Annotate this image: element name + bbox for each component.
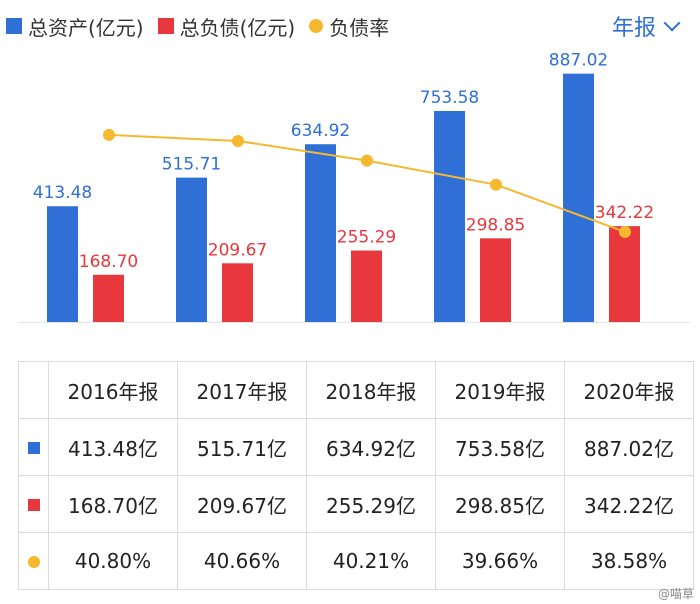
ratio-point xyxy=(619,225,631,238)
table-cell: 40.66% xyxy=(177,532,307,590)
table-cell: 40.80% xyxy=(48,532,178,590)
table-cell: 209.67亿 xyxy=(177,475,307,533)
assets-bar xyxy=(176,177,207,322)
table-row-assets: 413.48亿 515.71亿 634.92亿 753.58亿 887.02亿 xyxy=(18,418,694,476)
bar-line-chart: 413.48 168.70 515.71 209.67 634.92 255.29 753.… xyxy=(18,51,690,323)
liabilities-data-label: 209.67 xyxy=(208,240,267,260)
chevron-down-icon xyxy=(663,14,681,32)
ratio-point xyxy=(232,134,244,147)
liabilities-marker-icon xyxy=(27,499,40,511)
legend-liabilities-label: 总负债(亿元) xyxy=(179,15,296,40)
table-header-row: 2016年报 2017年报 2018年报 2019年报 2020年报 xyxy=(18,361,694,419)
table-cell: 342.22亿 xyxy=(564,475,694,533)
liabilities-data-label: 255.29 xyxy=(337,228,396,248)
table-cell: 634.92亿 xyxy=(306,418,436,476)
header-cell: 2019年报 xyxy=(435,361,565,419)
table-row-liabilities: 168.70亿 209.67亿 255.29亿 298.85亿 342.22亿 xyxy=(18,475,694,533)
row-marker xyxy=(18,532,49,590)
liabilities-bar xyxy=(609,226,640,322)
table-cell: 413.48亿 xyxy=(48,418,178,476)
table-cell: 515.71亿 xyxy=(177,418,307,476)
table-cell: 38.58% xyxy=(564,532,694,590)
assets-data-label: 887.02 xyxy=(549,51,608,71)
assets-bar xyxy=(47,206,78,322)
header-cell: 2016年报 xyxy=(48,361,178,419)
ratio-point xyxy=(103,128,115,141)
row-marker xyxy=(18,418,49,476)
liabilities-bar xyxy=(93,274,124,322)
assets-bar xyxy=(305,144,336,322)
table-cell: 887.02亿 xyxy=(564,418,694,476)
chart-legend: 总资产(亿元) 总负债(亿元) 负债率 xyxy=(6,6,403,46)
table-cell: 298.85亿 xyxy=(435,475,565,533)
legend-assets[interactable]: 总资产(亿元) xyxy=(6,12,144,41)
ratio-point xyxy=(490,178,502,191)
assets-data-label: 753.58 xyxy=(420,88,479,108)
table-cell: 168.70亿 xyxy=(48,475,178,533)
header-cell: 2017年报 xyxy=(177,361,307,419)
assets-bar xyxy=(434,110,465,322)
header-cell: 2020年报 xyxy=(564,361,694,419)
row-marker xyxy=(18,475,49,533)
liabilities-swatch xyxy=(157,18,174,34)
liabilities-data-label: 342.22 xyxy=(595,203,654,223)
liabilities-bar xyxy=(480,238,511,322)
liabilities-bar xyxy=(351,250,382,322)
period-dropdown[interactable]: 年报 xyxy=(611,8,681,44)
assets-marker-icon xyxy=(27,442,40,454)
data-table: 2016年报 2017年报 2018年报 2019年报 2020年报 413.4… xyxy=(18,361,694,590)
assets-swatch xyxy=(6,18,22,34)
legend-ratio[interactable]: 负债率 xyxy=(309,12,389,41)
legend-ratio-label: 负债率 xyxy=(329,15,390,40)
table-cell: 255.29亿 xyxy=(306,475,436,533)
ratio-swatch xyxy=(309,19,324,33)
period-label: 年报 xyxy=(611,16,656,41)
liabilities-bar xyxy=(222,263,253,322)
liabilities-data-label: 298.85 xyxy=(466,215,525,235)
assets-data-label: 515.71 xyxy=(162,155,221,175)
assets-data-label: 634.92 xyxy=(291,121,350,141)
ratio-marker-icon xyxy=(27,556,40,568)
legend-liabilities[interactable]: 总负债(亿元) xyxy=(157,12,296,41)
table-cell: 40.21% xyxy=(306,532,436,590)
ratio-point xyxy=(361,154,373,167)
assets-bar xyxy=(563,73,594,322)
liabilities-data-label: 168.70 xyxy=(79,252,138,272)
assets-data-label: 413.48 xyxy=(33,183,92,203)
table-corner xyxy=(18,361,49,419)
table-cell: 39.66% xyxy=(435,532,565,590)
legend-assets-label: 总资产(亿元) xyxy=(28,15,144,40)
watermark: @喵草 xyxy=(657,587,694,601)
table-row-ratio: 40.80% 40.66% 40.21% 39.66% 38.58% xyxy=(18,532,694,590)
table-cell: 753.58亿 xyxy=(435,418,565,476)
header-cell: 2018年报 xyxy=(306,361,436,419)
